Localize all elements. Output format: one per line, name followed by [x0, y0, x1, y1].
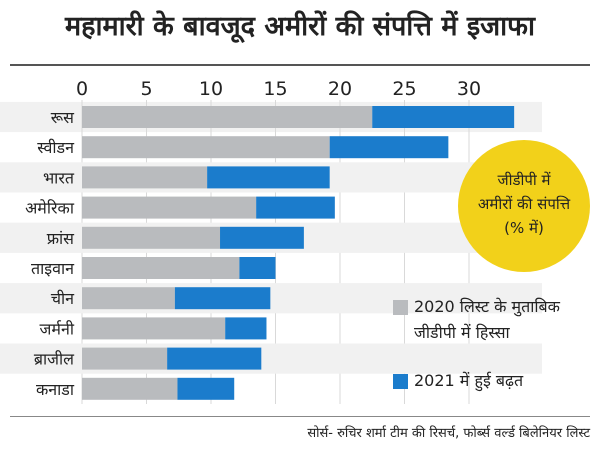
bar-2020-3 — [82, 196, 257, 219]
bar-2021-increase-0 — [372, 106, 515, 128]
bar-2021-increase-8 — [167, 347, 262, 370]
source-divider — [10, 416, 590, 417]
category-label-6: चीन — [51, 289, 75, 308]
bar-2020-2 — [82, 166, 208, 189]
x-tick-label-5: 25 — [392, 78, 416, 100]
legend-swatch-2020 — [393, 300, 408, 315]
bar-2020-0 — [82, 106, 373, 128]
category-label-8: ब्राजील — [34, 350, 75, 369]
note-circle — [458, 140, 590, 272]
title-divider — [10, 64, 590, 66]
legend-label-2021: 2021 में हुई बढ़त — [414, 371, 524, 390]
bar-2020-5 — [82, 257, 240, 279]
bar-2020-1 — [82, 136, 330, 159]
chart-title: महामारी के बावजूद अमीरों की संपत्ति में … — [65, 11, 535, 42]
note-line-1: जीडीपी में — [497, 171, 551, 189]
source-text: सोर्स- रुचिर शर्मा टीम की रिसर्च, फोर्ब्… — [307, 426, 590, 441]
bar-2020-9 — [82, 377, 178, 400]
legend-item-2020: 2020 लिस्ट के मुताबिक जीडीपी में हिस्सा — [393, 294, 600, 346]
x-tick-label-4: 20 — [328, 78, 352, 100]
category-label-9: कनाडा — [36, 380, 75, 399]
x-tick-label-1: 5 — [140, 78, 152, 100]
note-line-2: अमीरों की संपत्ति — [477, 195, 571, 213]
x-tick-label-3: 15 — [263, 78, 287, 100]
category-label-2: भारत — [43, 168, 75, 187]
category-label-7: जर्मनी — [40, 319, 75, 338]
bar-2020-4 — [82, 226, 221, 249]
bar-2021-increase-3 — [256, 196, 335, 219]
note-text: जीडीपी में अमीरों की संपत्ति (% में) — [458, 168, 590, 240]
x-tick-label-0: 0 — [76, 78, 88, 100]
bar-2021-increase-2 — [207, 166, 330, 189]
bar-2020-8 — [82, 347, 168, 370]
bar-2020-6 — [82, 287, 175, 310]
category-label-3: अमेरिका — [25, 199, 75, 218]
bar-2021-increase-7 — [225, 317, 267, 340]
category-label-4: फ्रांस — [47, 229, 75, 248]
bar-chart: 0 5 10 15 20 25 30 रूस स्वीडन भारत अमेरिका फ्रांस ता… — [0, 78, 542, 404]
bar-2021-increase-9 — [177, 377, 235, 400]
category-label-5: ताइवान — [31, 259, 75, 278]
category-label-0: रूस — [51, 108, 75, 127]
x-tick-label-6: 30 — [457, 78, 481, 100]
bar-2021-increase-1 — [329, 136, 449, 159]
bar-2021-increase-6 — [174, 287, 271, 310]
category-label-1: स्वीडन — [37, 138, 75, 157]
legend-swatch-2021 — [393, 374, 408, 389]
bar-2021-increase-4 — [220, 226, 304, 249]
bar-2020-7 — [82, 317, 226, 340]
bar-2021-increase-5 — [239, 257, 276, 279]
x-tick-label-2: 10 — [199, 78, 223, 100]
note-line-3: (% में) — [504, 219, 544, 237]
legend-label-2020: 2020 लिस्ट के मुताबिक जीडीपी में हिस्सा — [414, 297, 560, 342]
legend-item-2021: 2021 में हुई बढ़त — [393, 368, 600, 394]
